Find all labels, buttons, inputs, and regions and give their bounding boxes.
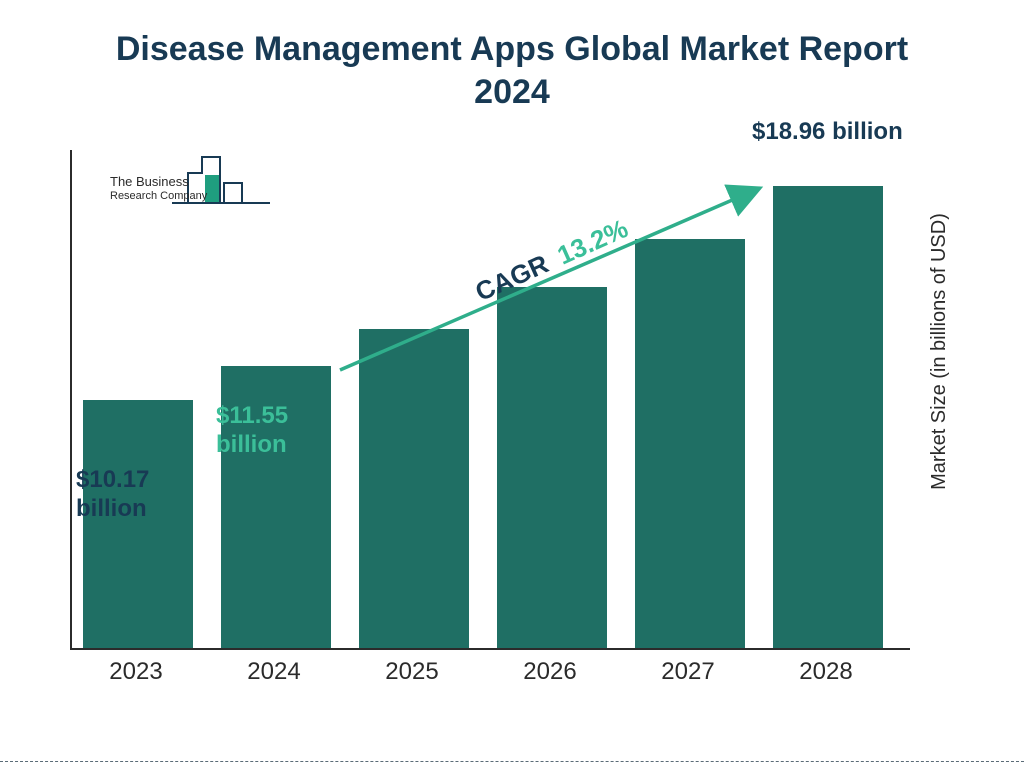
- y-axis-label: Market Size (in billions of USD): [928, 213, 951, 490]
- value-label-0: $10.17billion: [76, 466, 206, 524]
- xlabel-2026: 2026: [495, 658, 605, 686]
- xlabel-2024: 2024: [219, 658, 329, 686]
- bar-2028: [773, 186, 883, 648]
- xlabel-2025: 2025: [357, 658, 467, 686]
- bar-2023: [83, 400, 193, 648]
- chart-title: Disease Management Apps Global Market Re…: [0, 0, 1024, 113]
- value-label-2: $18.96 billion: [752, 118, 952, 147]
- xlabel-2028: 2028: [771, 658, 881, 686]
- value-label-1: $11.55billion: [216, 402, 346, 460]
- bottom-dashed-line: [0, 761, 1024, 762]
- xlabel-2023: 2023: [81, 658, 191, 686]
- chart-area: CAGR 13.2% Market Size (in billions of U…: [70, 150, 930, 690]
- xlabel-2027: 2027: [633, 658, 743, 686]
- cagr-arrow: [330, 180, 770, 380]
